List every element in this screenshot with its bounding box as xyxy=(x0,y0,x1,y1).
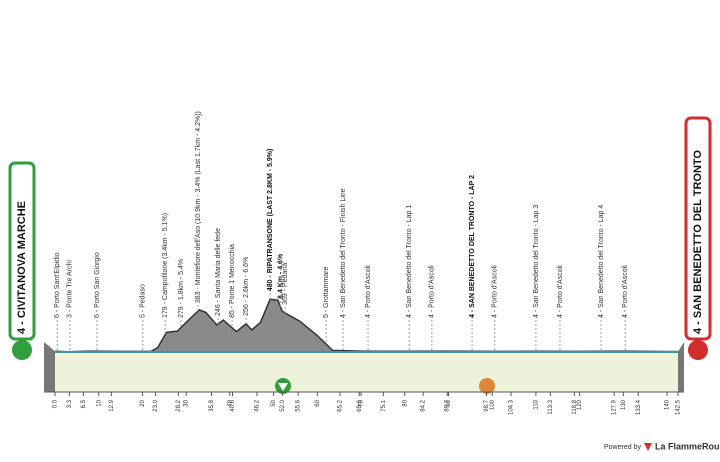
annotation-label: 5 - Grottammare xyxy=(323,267,330,318)
annotation-label: 4 - San Benedetto del Tronto - Finish Li… xyxy=(340,188,347,318)
x-tick-label: 89.7 xyxy=(445,399,451,411)
annotation-label: 4 - San Benedetto del Tronto - Lap 3 xyxy=(533,205,540,318)
annotation-label: 5 - Pedaso xyxy=(140,284,147,318)
x-tick-label: 35.8 xyxy=(209,399,215,411)
x-tick-label: 133.4 xyxy=(636,399,642,415)
x-tick-label: 23.0 xyxy=(153,399,159,411)
annotation-label: 4 - Porto d'Ascoli xyxy=(429,265,436,318)
profile-area xyxy=(55,299,678,352)
x-tick-label: 55.6 xyxy=(296,399,302,411)
annotation-label: 4 - Porto d'Ascoli xyxy=(622,265,629,318)
annotation-label: 4 - SAN BENEDETTO DEL TRONTO - LAP 2 xyxy=(469,175,476,318)
x-tick-label: 65.2 xyxy=(338,399,344,411)
annotation-label: 6 - Porto San Giorgio xyxy=(94,252,101,318)
annotation-label: 179 - Campofilone (3.4km - 5.1%) xyxy=(162,213,169,318)
start-label: 4 - CIVITANOVA MARCHE xyxy=(16,201,28,334)
x-tick-label: 50 xyxy=(271,399,277,406)
x-tick-label: 84.2 xyxy=(421,399,427,411)
plot-base xyxy=(44,352,684,392)
profile-side xyxy=(44,342,55,392)
x-tick-label: 10 xyxy=(96,399,102,406)
annotation-label: 8.4 Km - 4.6% xyxy=(277,253,284,299)
finish-icon xyxy=(688,340,708,360)
x-tick-label: 104.3 xyxy=(509,399,515,415)
annotation-label: 85 - Ponte 1 Menocchia xyxy=(229,244,236,318)
x-tick-label: 12.9 xyxy=(109,399,115,411)
x-tick-label: 40 xyxy=(227,399,233,406)
x-tick-label: 69.6 xyxy=(357,399,363,411)
annotation-label: 4 - Porto d'Ascoli xyxy=(365,265,372,318)
annotation-label: 369 - Pedana xyxy=(282,263,289,305)
x-tick-label: 6.5 xyxy=(81,399,87,408)
finish-badge xyxy=(684,116,712,341)
kom-icon xyxy=(278,383,288,391)
profile-side xyxy=(678,342,684,392)
x-tick-label: 75.1 xyxy=(381,399,387,411)
x-tick-label: 70 xyxy=(359,399,365,406)
x-tick-label: 130 xyxy=(621,399,627,410)
x-tick-label: 3.3 xyxy=(67,399,73,408)
annotation-label: 480 - RIPATRANSONE (LAST 2.8KM - 5.9%) xyxy=(267,149,274,292)
x-tick-label: 46.2 xyxy=(255,399,261,411)
x-tick-label: 142.5 xyxy=(676,399,682,415)
footer-powered: Powered by xyxy=(604,444,641,451)
x-tick-label: 90 xyxy=(446,399,452,406)
sprint-marker xyxy=(479,378,495,394)
x-tick-label: 113.3 xyxy=(548,399,554,414)
x-tick-label: 40.6 xyxy=(230,399,236,411)
brand-logo xyxy=(644,443,652,451)
annotation-label: 3 - Ponte Tre Archi xyxy=(67,260,74,318)
x-tick-label: 100 xyxy=(490,399,496,410)
annotation-label: 4 - Porto d'Ascoli xyxy=(492,265,499,318)
annotation-label: 256 - 2.6km - 6.6% xyxy=(243,257,250,316)
x-tick-label: 52.0 xyxy=(280,399,286,411)
annotation-label: 4 - San Benedetto del Tronto - Lap 1 xyxy=(406,205,413,318)
x-tick-label: 110 xyxy=(533,399,539,409)
x-tick-label: 120 xyxy=(577,399,583,410)
finish-label: 4 - SAN BENEDETTO DEL TRONTO xyxy=(692,150,704,334)
x-tick-label: 0.0 xyxy=(53,399,59,408)
x-tick-label: 60 xyxy=(315,399,321,406)
annotation-label: 383 - Montefiore dell'Aso (10.9km - 3.4%… xyxy=(195,111,202,303)
x-tick-label: 20 xyxy=(140,399,146,406)
x-tick-label: 140 xyxy=(665,399,671,410)
x-tick-label: 30 xyxy=(184,399,190,406)
x-tick-label: 28.2 xyxy=(176,399,182,411)
annotation-label: 4 - Porto d'Ascoli xyxy=(557,265,564,318)
footer-brand: La FlammeRouge xyxy=(655,441,720,451)
annotation-label: 4 - San Benedetto del Tronto - Lap 4 xyxy=(598,205,605,318)
x-tick-label: 98.7 xyxy=(484,399,490,411)
x-tick-label: 118.8 xyxy=(572,399,578,414)
annotation-label: 246 - Santa Maria delle fede xyxy=(215,228,222,316)
start-icon xyxy=(12,340,32,360)
annotation-label: 6 - Porto Sant'Elpidio xyxy=(54,252,61,318)
x-tick-label: 80 xyxy=(402,399,408,406)
annotation-label: 279 - 1.8km - 5.4% xyxy=(178,259,185,318)
x-tick-label: 127.9 xyxy=(612,399,618,415)
start-badge xyxy=(8,161,36,341)
